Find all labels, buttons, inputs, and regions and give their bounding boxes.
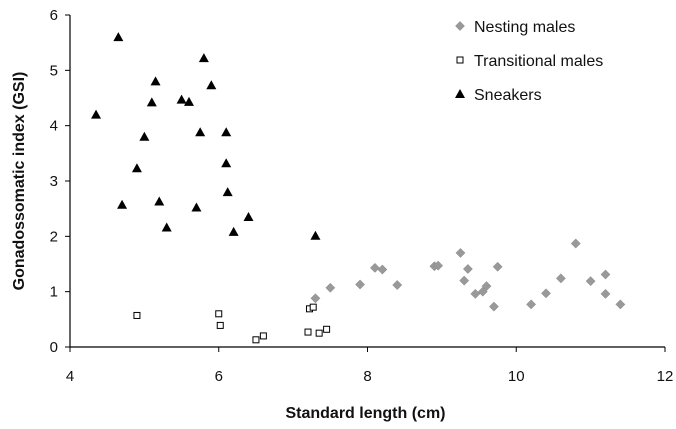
data-point	[481, 281, 492, 292]
data-point	[191, 202, 202, 212]
data-point	[492, 261, 503, 272]
x-tick-label: 4	[66, 368, 74, 385]
data-point	[131, 163, 142, 173]
data-point	[310, 293, 321, 304]
data-point	[304, 328, 312, 336]
data-point	[377, 264, 388, 275]
data-point	[459, 275, 470, 286]
data-point	[526, 299, 537, 310]
y-tick-label: 1	[50, 284, 58, 301]
data-point	[259, 332, 267, 340]
data-point	[221, 127, 232, 137]
x-axis-title: Standard length (cm)	[285, 405, 445, 422]
legend: Nesting males Transitional males Sneakers	[455, 19, 603, 104]
legend-label: Transitional males	[474, 53, 603, 70]
y-tick-label: 6	[50, 7, 58, 24]
data-point	[355, 279, 366, 290]
data-point	[433, 260, 444, 271]
y-tick-label: 5	[50, 62, 58, 79]
data-point	[323, 325, 331, 333]
data-point	[146, 97, 157, 107]
y-tick-label: 3	[50, 173, 58, 190]
x-tick-label: 8	[363, 368, 371, 385]
data-point	[113, 32, 124, 42]
y-tick-label: 2	[50, 228, 58, 245]
data-point	[139, 131, 150, 141]
data-point	[585, 276, 596, 287]
data-point	[488, 301, 499, 312]
data-point	[198, 53, 209, 63]
data-point	[221, 158, 232, 168]
data-point	[455, 247, 466, 258]
data-point	[570, 238, 581, 249]
data-point	[222, 187, 233, 197]
data-point	[309, 303, 317, 311]
data-point	[154, 196, 165, 206]
data-point	[600, 269, 611, 280]
data-point	[243, 211, 254, 221]
data-point	[541, 288, 551, 299]
x-tick-label: 10	[508, 368, 525, 385]
data-point	[315, 329, 323, 337]
legend-marker	[456, 56, 464, 64]
y-tick-label: 4	[50, 118, 58, 135]
data-point	[176, 94, 187, 104]
legend-label: Nesting males	[474, 19, 575, 36]
series-nesting-males	[310, 238, 626, 312]
data-point	[184, 96, 194, 106]
data-point	[252, 336, 260, 344]
data-point	[133, 311, 141, 319]
series-sneakers	[91, 32, 321, 240]
data-point	[369, 262, 380, 273]
data-point	[615, 299, 626, 310]
series-transitional-males	[133, 303, 331, 344]
data-point	[600, 288, 611, 299]
data-point	[161, 222, 172, 232]
data-point	[470, 288, 481, 299]
legend-label: Sneakers	[474, 87, 542, 104]
data-point	[392, 280, 403, 290]
data-point	[555, 273, 566, 284]
data-point	[91, 109, 102, 119]
data-point	[216, 321, 224, 329]
y-tick-label: 0	[50, 339, 58, 356]
x-tick-label: 12	[657, 368, 674, 385]
plot-area	[91, 32, 626, 344]
data-point	[228, 226, 239, 236]
legend-marker	[455, 89, 465, 98]
data-point	[310, 230, 321, 240]
y-axis-title: Gonadossomatic index (GSI)	[11, 72, 28, 291]
data-point	[206, 80, 217, 90]
data-point	[150, 76, 161, 86]
data-point	[215, 310, 223, 318]
data-point	[462, 264, 473, 274]
data-point	[117, 199, 128, 209]
x-tick-label: 6	[215, 368, 223, 385]
legend-marker	[455, 21, 465, 31]
data-point	[195, 127, 206, 137]
data-point	[325, 282, 336, 293]
